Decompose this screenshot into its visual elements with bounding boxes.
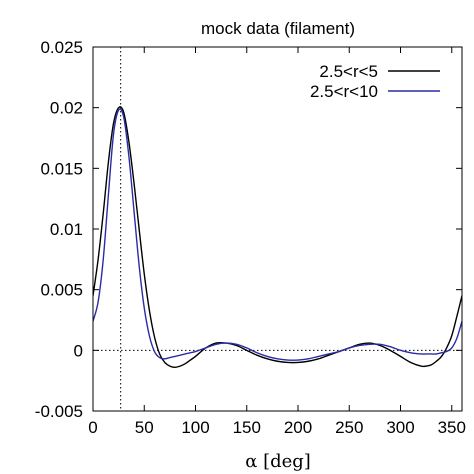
series-line-0 [93, 106, 462, 369]
x-tick-label: 150 [233, 418, 261, 437]
y-tick-label: 0.025 [40, 38, 83, 57]
x-tick-label: 300 [386, 418, 414, 437]
axes: 0 50 100 150 200 250 300 350 -0.005 0 0.005 0.01 0.0… [35, 38, 466, 437]
y-tick-label: 0.015 [40, 159, 83, 178]
y-tick-label: 0 [74, 341, 83, 360]
x-axis-label: α [deg] [245, 451, 311, 472]
legend-label-0: 2.5<r<5 [319, 62, 378, 81]
x-tick-label: 0 [88, 418, 97, 437]
plot-frame [92, 46, 463, 412]
x-tick-label: 250 [335, 418, 363, 437]
legend: 2.5<r<52.5<r<10 [310, 62, 440, 101]
series-lines [93, 106, 462, 369]
y-tick-label: 0.005 [40, 281, 83, 300]
y-tick-label: 0.02 [50, 99, 83, 118]
x-tick-label: 350 [438, 418, 466, 437]
x-tick-label: 100 [181, 418, 209, 437]
chart-title: mock data (filament) [201, 19, 355, 38]
legend-label-1: 2.5<r<10 [310, 82, 378, 101]
reference-lines [93, 47, 462, 411]
x-tick-label: 200 [284, 418, 312, 437]
x-tick-label: 50 [135, 418, 154, 437]
y-tick-label: -0.005 [35, 402, 83, 421]
y-tick-label: 0.01 [50, 220, 83, 239]
series-line-1 [93, 108, 462, 361]
